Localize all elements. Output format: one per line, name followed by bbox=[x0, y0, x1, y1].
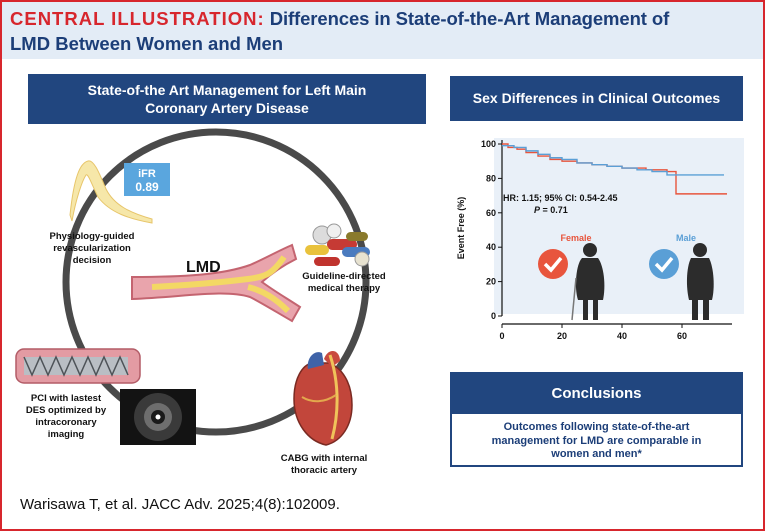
right-panel-title: Sex Differences in Clinical Outcomes bbox=[450, 76, 743, 121]
male-check-icon bbox=[649, 249, 679, 279]
ifr-value: 0.89 bbox=[135, 180, 159, 194]
series-line-male bbox=[502, 145, 724, 176]
pci-label-line3: intracoronary bbox=[35, 417, 97, 428]
citation: Warisawa T, et al. JACC Adv. 2025;4(8):1… bbox=[20, 496, 340, 513]
conclusions-box: Conclusions Outcomes following state-of-… bbox=[450, 372, 743, 467]
x-tick-label: 20 bbox=[557, 331, 567, 341]
chart-axes: 0 20 40 60 80 100 0 20 40 60 bbox=[481, 139, 732, 341]
ifr-label: iFR bbox=[138, 168, 156, 180]
y-tick-label: 100 bbox=[481, 139, 496, 149]
plaque-icon bbox=[151, 255, 291, 314]
physiology-label-line1: Physiology-guided bbox=[50, 231, 135, 242]
header-title-line2: LMD Between Women and Men bbox=[10, 33, 284, 54]
header-title-line1: CENTRAL ILLUSTRATION: Differences in Sta… bbox=[10, 8, 669, 30]
conclusions-line3: women and men* bbox=[551, 448, 642, 460]
chart-series bbox=[502, 143, 727, 195]
x-tick-label: 40 bbox=[617, 331, 627, 341]
heart-icon bbox=[293, 350, 353, 446]
gdmt-label-line1: Guideline-directed bbox=[302, 271, 386, 282]
x-tick-label: 60 bbox=[677, 331, 687, 341]
physiology-label-line3: decision bbox=[73, 255, 112, 266]
y-tick-label: 20 bbox=[486, 277, 496, 287]
management-cycle-circle bbox=[62, 128, 370, 436]
left-panel-title-line1: State-of-the Art Management for Left Mai… bbox=[87, 82, 367, 98]
male-silhouette-icon bbox=[686, 243, 714, 320]
y-axis-label: Event Free (%) bbox=[456, 197, 466, 260]
header: CENTRAL ILLUSTRATION: Differences in Sta… bbox=[2, 2, 763, 59]
cabg-label-line2: thoracic artery bbox=[291, 465, 358, 476]
physiology-label-line2: revascularization bbox=[53, 243, 131, 254]
conclusions-title: Conclusions bbox=[452, 374, 741, 414]
female-label: Female bbox=[560, 233, 591, 243]
gdmt-label-line2: medical therapy bbox=[308, 283, 381, 294]
y-tick-label: 60 bbox=[486, 208, 496, 218]
female-checkmark bbox=[543, 256, 563, 273]
pci-label-line1: PCI with lastest bbox=[31, 393, 102, 404]
conclusions-text: Outcomes following state-of-the-art mana… bbox=[452, 414, 741, 462]
stent-icon bbox=[15, 348, 141, 384]
pci-label-line4: imaging bbox=[48, 429, 85, 440]
left-panel-title-line2: Coronary Artery Disease bbox=[145, 100, 309, 116]
medication-pills-icon bbox=[305, 223, 370, 267]
ifr-badge bbox=[124, 163, 170, 196]
female-silhouette-icon bbox=[571, 243, 605, 321]
cabg-label-line1: CABG with internal bbox=[281, 453, 368, 464]
pressure-waveform-icon bbox=[69, 160, 153, 224]
y-tick-label: 0 bbox=[491, 311, 496, 321]
x-tick-label: 0 bbox=[499, 331, 504, 341]
km-survival-chart: 0 20 40 60 80 100 0 20 40 60 Event Free (%) HR: 1… bbox=[456, 138, 744, 341]
central-illustration-label: CENTRAL ILLUSTRATION: bbox=[10, 8, 265, 29]
male-checkmark bbox=[654, 256, 674, 273]
lmd-management-diagram: iFR 0.89 LMD bbox=[15, 128, 386, 476]
pci-label-line2: DES optimized by bbox=[26, 405, 107, 416]
p-value-annotation: P = 0.71 bbox=[534, 205, 568, 215]
conclusions-line2: management for LMD are comparable in bbox=[491, 434, 702, 447]
female-check-icon bbox=[538, 249, 568, 279]
hr-annotation: HR: 1.15; 95% CI: 0.54-2.45 bbox=[503, 193, 618, 203]
left-panel-title: State-of-the Art Management for Left Mai… bbox=[28, 74, 426, 124]
y-tick-label: 40 bbox=[486, 242, 496, 252]
y-tick-label: 80 bbox=[486, 173, 496, 183]
lmd-label: LMD bbox=[186, 259, 221, 276]
male-label: Male bbox=[676, 233, 696, 243]
header-title-text: Differences in State-of-the-Art Manageme… bbox=[269, 8, 670, 29]
p-label: P bbox=[534, 205, 541, 215]
p-value: = 0.71 bbox=[540, 205, 568, 215]
ivus-image-icon bbox=[120, 389, 196, 445]
conclusions-line1: Outcomes following state-of-the-art bbox=[503, 421, 690, 433]
